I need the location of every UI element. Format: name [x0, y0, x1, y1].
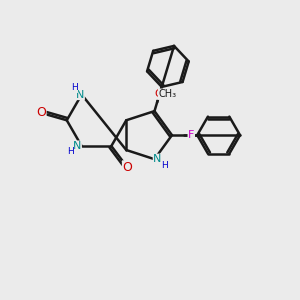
- Text: H: H: [67, 147, 74, 156]
- Text: H: H: [161, 160, 168, 169]
- Text: CH₃: CH₃: [158, 89, 176, 99]
- Text: H: H: [71, 83, 78, 92]
- Text: O: O: [154, 89, 163, 99]
- Text: O: O: [122, 161, 132, 174]
- Text: O: O: [36, 106, 46, 119]
- Text: F: F: [188, 130, 194, 140]
- Text: N: N: [153, 154, 162, 164]
- Text: N: N: [76, 89, 84, 100]
- Text: N: N: [73, 141, 81, 151]
